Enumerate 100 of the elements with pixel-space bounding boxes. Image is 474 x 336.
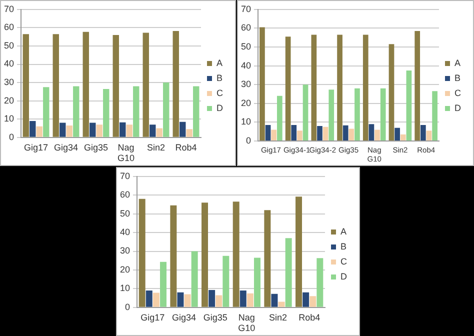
bar xyxy=(285,36,291,140)
bar xyxy=(184,294,191,307)
x-tick-label: Gig17 xyxy=(24,142,48,152)
bar xyxy=(348,128,354,140)
y-tick-label: 60 xyxy=(240,22,252,33)
bar xyxy=(172,30,179,137)
bar xyxy=(368,124,374,140)
bar xyxy=(240,290,246,307)
bar xyxy=(66,126,72,137)
y-tick-label: 0 xyxy=(246,135,252,146)
bar xyxy=(374,130,380,140)
y-tick-label: 20 xyxy=(240,98,252,108)
bar xyxy=(120,122,126,137)
y-tick-label: 70 xyxy=(4,4,14,14)
bar xyxy=(126,124,132,137)
legend-label: A xyxy=(454,58,461,68)
legend-label: B xyxy=(454,72,461,83)
x-tick-label: Sin2 xyxy=(268,312,288,322)
bar xyxy=(216,295,222,307)
bar xyxy=(265,125,271,140)
bar xyxy=(177,292,184,307)
y-tick-label: 50 xyxy=(4,40,14,50)
x-tick-label: Gig35 xyxy=(84,142,108,152)
bar xyxy=(146,290,152,307)
bar xyxy=(112,35,119,137)
y-tick-label: 40 xyxy=(240,60,252,70)
legend-label: C xyxy=(216,88,224,98)
bar xyxy=(400,134,406,140)
bar xyxy=(260,27,265,140)
x-tick-label: Sin2 xyxy=(146,142,166,152)
y-tick-label: 10 xyxy=(120,283,130,294)
bar xyxy=(202,202,208,307)
x-tick-label: Nag G10 xyxy=(117,142,135,164)
y-tick-label: 30 xyxy=(4,77,14,88)
y-tick-label: 10 xyxy=(240,116,252,127)
bar xyxy=(246,293,254,307)
bar xyxy=(22,34,29,137)
bar xyxy=(311,34,317,140)
y-tick-label: 30 xyxy=(240,79,252,90)
x-tick-label: Nag G10 xyxy=(238,312,256,334)
bar xyxy=(90,122,96,137)
y-tick-label: 50 xyxy=(120,208,130,218)
bar xyxy=(133,86,140,137)
x-tick-label: Gig17 xyxy=(140,312,165,322)
bar xyxy=(180,122,186,137)
legend-label: C xyxy=(454,88,462,98)
y-tick-label: 70 xyxy=(240,4,252,14)
bar xyxy=(150,124,156,137)
bar xyxy=(291,125,297,140)
bar xyxy=(342,125,348,140)
bar xyxy=(337,34,342,140)
bar xyxy=(406,70,412,140)
bar xyxy=(362,34,368,140)
bar xyxy=(36,126,42,137)
bar xyxy=(354,88,360,140)
bar xyxy=(420,125,426,140)
bar xyxy=(317,126,322,140)
bar xyxy=(163,82,170,137)
bar xyxy=(302,292,310,307)
bar xyxy=(285,238,292,307)
bar xyxy=(193,86,200,137)
x-tick-label: Gig34 xyxy=(172,312,196,322)
bar xyxy=(60,122,66,137)
bar xyxy=(82,32,89,137)
bar xyxy=(208,290,216,307)
bar xyxy=(73,86,80,137)
y-tick-label: 10 xyxy=(4,114,14,124)
bar xyxy=(380,88,386,140)
bar xyxy=(271,294,278,307)
bar xyxy=(388,44,394,140)
x-tick-label: Rob4 xyxy=(298,312,320,322)
y-tick-label: 50 xyxy=(240,41,252,52)
bar xyxy=(152,292,160,307)
y-tick-label: 70 xyxy=(120,170,130,181)
bar xyxy=(278,302,285,307)
y-tick-label: 20 xyxy=(120,264,130,274)
legend-label: B xyxy=(216,72,223,83)
bar xyxy=(322,126,328,140)
legend-label: A xyxy=(216,58,223,68)
bar xyxy=(414,31,420,140)
y-tick-label: 20 xyxy=(4,95,14,106)
bar xyxy=(276,96,282,140)
bar xyxy=(271,130,277,140)
y-tick-label: 60 xyxy=(4,22,14,32)
y-tick-label: 0 xyxy=(124,302,130,312)
bar xyxy=(103,88,110,137)
bar xyxy=(191,251,198,307)
bar xyxy=(96,124,102,137)
bar xyxy=(232,202,240,307)
legend-label: D xyxy=(216,102,224,113)
bar xyxy=(310,296,316,307)
bar xyxy=(186,129,192,137)
bar xyxy=(297,130,302,140)
x-tick-label: Rob4 xyxy=(175,142,197,152)
bar xyxy=(222,256,230,307)
bar xyxy=(264,210,271,307)
y-tick-label: 30 xyxy=(120,246,130,256)
bar xyxy=(394,128,400,140)
y-tick-label: 0 xyxy=(8,132,14,142)
legend-label: B xyxy=(340,241,347,252)
